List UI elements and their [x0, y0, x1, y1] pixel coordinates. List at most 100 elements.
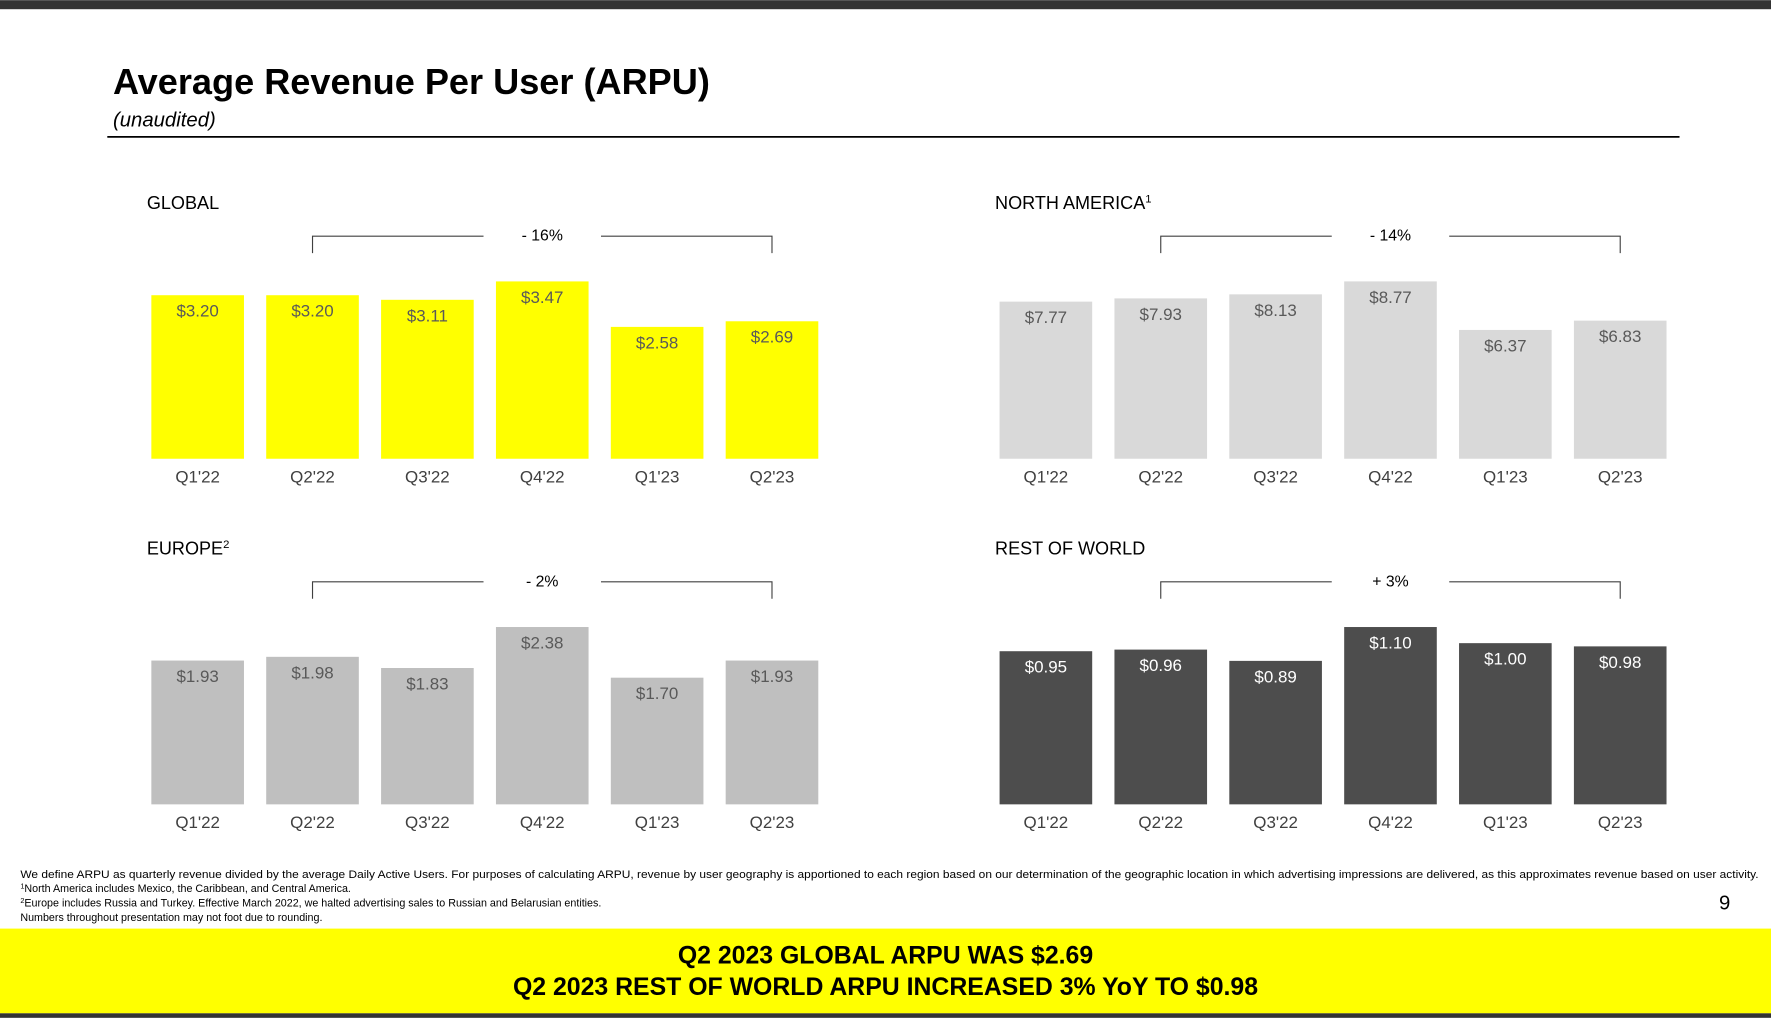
category-label: Q2'22: [1138, 467, 1183, 486]
bar: [610, 677, 704, 805]
value-label: $0.95: [1025, 658, 1067, 677]
banner-line: Q2 2023 GLOBAL ARPU WAS $2.69: [678, 943, 1093, 970]
chart-title-note: 2: [223, 539, 229, 551]
top-strip: [0, 0, 1771, 10]
value-label: $8.13: [1254, 301, 1296, 320]
footnote: 1North America includes Mexico, the Cari…: [20, 882, 351, 895]
bar: [999, 651, 1093, 805]
change-bracket: [1160, 581, 1621, 599]
bar: [151, 295, 244, 459]
category-label: Q3'22: [405, 467, 450, 486]
chart-title: GLOBAL: [147, 193, 219, 213]
value-label: $2.38: [521, 633, 563, 652]
footnote: We define ARPU as quarterly revenue divi…: [20, 869, 1758, 881]
value-label: $6.83: [1599, 327, 1641, 346]
bar: [610, 326, 704, 459]
category-label: Q3'22: [1253, 467, 1298, 486]
value-label: $2.69: [751, 328, 793, 347]
bar: [151, 660, 244, 805]
change-annotation: + 3%: [1372, 573, 1408, 590]
footnote-text: We define ARPU as quarterly revenue divi…: [20, 869, 1758, 881]
bar: [1229, 294, 1322, 459]
value-label: $1.10: [1369, 633, 1411, 652]
value-label: $7.93: [1140, 305, 1182, 324]
bar: [266, 295, 359, 459]
banner: [0, 928, 1771, 1014]
value-label: $0.98: [1599, 653, 1641, 672]
category-label: Q1'22: [1024, 467, 1069, 486]
footnote-text: Europe includes Russia and Turkey. Effec…: [24, 897, 601, 909]
page-number: 9: [1719, 892, 1730, 914]
change-annotation: - 2%: [526, 573, 558, 590]
value-label: $8.77: [1369, 288, 1411, 307]
category-label: Q2'23: [1598, 813, 1643, 832]
bar: [1459, 329, 1552, 459]
value-label: $1.93: [751, 667, 793, 686]
banner-line: Q2 2023 REST OF WORLD ARPU INCREASED 3% …: [513, 974, 1258, 1001]
category-label: Q4'22: [520, 813, 565, 832]
chart-title-note: 1: [1145, 193, 1151, 205]
bar: [1229, 660, 1322, 805]
change-bracket: [311, 235, 773, 254]
change-bracket: [1160, 235, 1621, 254]
change-bracket: [311, 581, 773, 599]
slide-title: Average Revenue Per User (ARPU): [113, 61, 710, 102]
category-label: Q1'23: [1483, 813, 1528, 832]
bar: [1573, 320, 1667, 459]
category-label: Q4'22: [520, 467, 565, 486]
category-label: Q1'23: [1483, 467, 1528, 486]
bar: [381, 668, 474, 805]
chart-title-text: REST OF WORLD: [995, 539, 1145, 559]
chart-title-text: EUROPE: [147, 539, 223, 559]
footnote: 2Europe includes Russia and Turkey. Effe…: [20, 896, 601, 909]
category-label: Q3'22: [405, 813, 450, 832]
category-label: Q1'22: [175, 467, 220, 486]
chart-title-text: GLOBAL: [147, 193, 219, 213]
chart-title-text: NORTH AMERICA: [995, 193, 1146, 213]
bar: [495, 281, 589, 459]
category-label: Q2'22: [290, 467, 335, 486]
footnote-marker: 2: [20, 896, 24, 905]
value-label: $0.89: [1254, 667, 1296, 686]
category-label: Q2'22: [1138, 813, 1183, 832]
footnote-text: Numbers throughout presentation may not …: [20, 912, 322, 924]
value-label: $0.96: [1140, 656, 1182, 675]
value-label: $3.20: [291, 302, 333, 321]
value-label: $2.58: [636, 333, 678, 352]
bottom-strip: [0, 1013, 1771, 1018]
chart-title: NORTH AMERICA1: [995, 193, 1152, 213]
bar: [1114, 298, 1208, 459]
value-label: $1.70: [636, 684, 678, 703]
category-label: Q3'22: [1253, 813, 1298, 832]
category-label: Q2'23: [750, 813, 795, 832]
category-label: Q4'22: [1368, 467, 1413, 486]
value-label: $1.93: [176, 667, 218, 686]
bar: [999, 301, 1093, 459]
change-annotation: - 14%: [1370, 228, 1411, 245]
category-label: Q2'23: [750, 467, 795, 486]
bar: [266, 656, 359, 805]
category-label: Q2'23: [1598, 467, 1643, 486]
category-label: Q4'22: [1368, 813, 1413, 832]
value-label: $3.11: [407, 306, 448, 325]
chart-title: EUROPE2: [147, 539, 230, 559]
category-label: Q1'22: [1024, 813, 1069, 832]
value-label: $3.47: [521, 288, 563, 307]
bar: [495, 627, 589, 805]
bar: [1459, 643, 1552, 805]
category-label: Q2'22: [290, 813, 335, 832]
bar: [725, 321, 819, 459]
value-label: $7.77: [1025, 308, 1067, 327]
slide-subtitle: (unaudited): [113, 110, 216, 132]
value-label: $6.37: [1484, 336, 1526, 355]
bar: [725, 660, 819, 805]
bar: [1573, 646, 1667, 805]
value-label: $3.20: [176, 302, 218, 321]
category-label: Q1'23: [635, 813, 680, 832]
value-label: $1.83: [406, 674, 448, 693]
bar: [381, 299, 474, 459]
footnote-text: North America includes Mexico, the Carib…: [24, 883, 350, 895]
chart-title: REST OF WORLD: [995, 539, 1145, 559]
bar: [1344, 627, 1437, 805]
